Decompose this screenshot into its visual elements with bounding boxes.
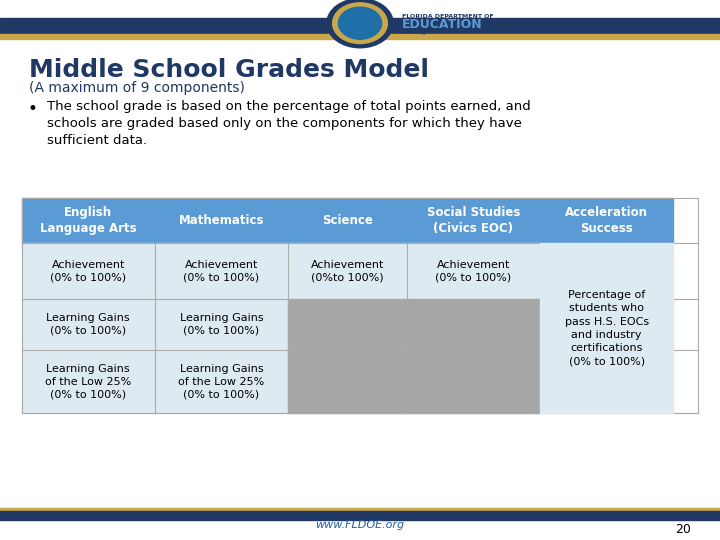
Text: English
Language Arts: English Language Arts bbox=[40, 206, 137, 235]
Bar bbox=[407, 198, 540, 243]
Bar bbox=[22, 198, 698, 413]
Bar bbox=[0, 508, 720, 511]
Text: Social Studies
(Civics EOC): Social Studies (Civics EOC) bbox=[427, 206, 520, 235]
Text: Learning Gains
(0% to 100%): Learning Gains (0% to 100%) bbox=[46, 313, 130, 336]
Text: Percentage of
students who
pass H.S. EOCs
and industry
certifications
(0% to 100: Percentage of students who pass H.S. EOC… bbox=[564, 290, 649, 366]
Text: Learning Gains
of the Low 25%
(0% to 100%): Learning Gains of the Low 25% (0% to 100… bbox=[179, 364, 264, 399]
Text: Science: Science bbox=[322, 214, 373, 227]
Bar bbox=[288, 299, 407, 350]
Bar bbox=[288, 350, 407, 413]
Bar bbox=[155, 243, 288, 299]
Bar bbox=[0, 511, 720, 519]
Bar bbox=[540, 243, 673, 413]
Bar bbox=[22, 299, 155, 350]
Text: Achievement
(0% to 100%): Achievement (0% to 100%) bbox=[50, 260, 126, 282]
Text: •: • bbox=[27, 100, 37, 118]
Bar bbox=[22, 198, 155, 243]
Bar bbox=[407, 243, 540, 299]
Bar bbox=[540, 198, 673, 243]
Text: Mathematics: Mathematics bbox=[179, 214, 264, 227]
Text: Learning Gains
(0% to 100%): Learning Gains (0% to 100%) bbox=[179, 313, 264, 336]
Circle shape bbox=[333, 3, 387, 44]
Bar bbox=[407, 299, 540, 350]
Circle shape bbox=[338, 7, 382, 39]
Text: (A maximum of 9 components): (A maximum of 9 components) bbox=[29, 82, 245, 96]
Bar bbox=[0, 18, 720, 35]
Bar bbox=[288, 198, 407, 243]
Bar bbox=[22, 350, 155, 413]
Text: www.FLDOE.org: www.FLDOE.org bbox=[315, 520, 405, 530]
Text: 20: 20 bbox=[675, 523, 691, 536]
Text: Learning Gains
of the Low 25%
(0% to 100%): Learning Gains of the Low 25% (0% to 100… bbox=[45, 364, 131, 399]
Bar bbox=[155, 198, 288, 243]
Text: EDUCATION: EDUCATION bbox=[402, 18, 482, 31]
Text: Achievement
(0% to 100%): Achievement (0% to 100%) bbox=[184, 260, 259, 282]
Circle shape bbox=[327, 0, 393, 48]
Text: fldoe.org: fldoe.org bbox=[402, 30, 426, 35]
Bar bbox=[155, 350, 288, 413]
Bar bbox=[155, 299, 288, 350]
Bar bbox=[0, 35, 720, 39]
Text: Middle School Grades Model: Middle School Grades Model bbox=[29, 58, 429, 83]
Bar bbox=[22, 243, 155, 299]
Text: Acceleration
Success: Acceleration Success bbox=[565, 206, 648, 235]
Text: Achievement
(0%to 100%): Achievement (0%to 100%) bbox=[311, 260, 384, 282]
Bar bbox=[288, 243, 407, 299]
Text: The school grade is based on the percentage of total points earned, and
schools : The school grade is based on the percent… bbox=[47, 100, 531, 147]
Text: FLORIDA DEPARTMENT OF: FLORIDA DEPARTMENT OF bbox=[402, 14, 493, 19]
Text: Achievement
(0% to 100%): Achievement (0% to 100%) bbox=[436, 260, 511, 282]
Bar bbox=[407, 350, 540, 413]
